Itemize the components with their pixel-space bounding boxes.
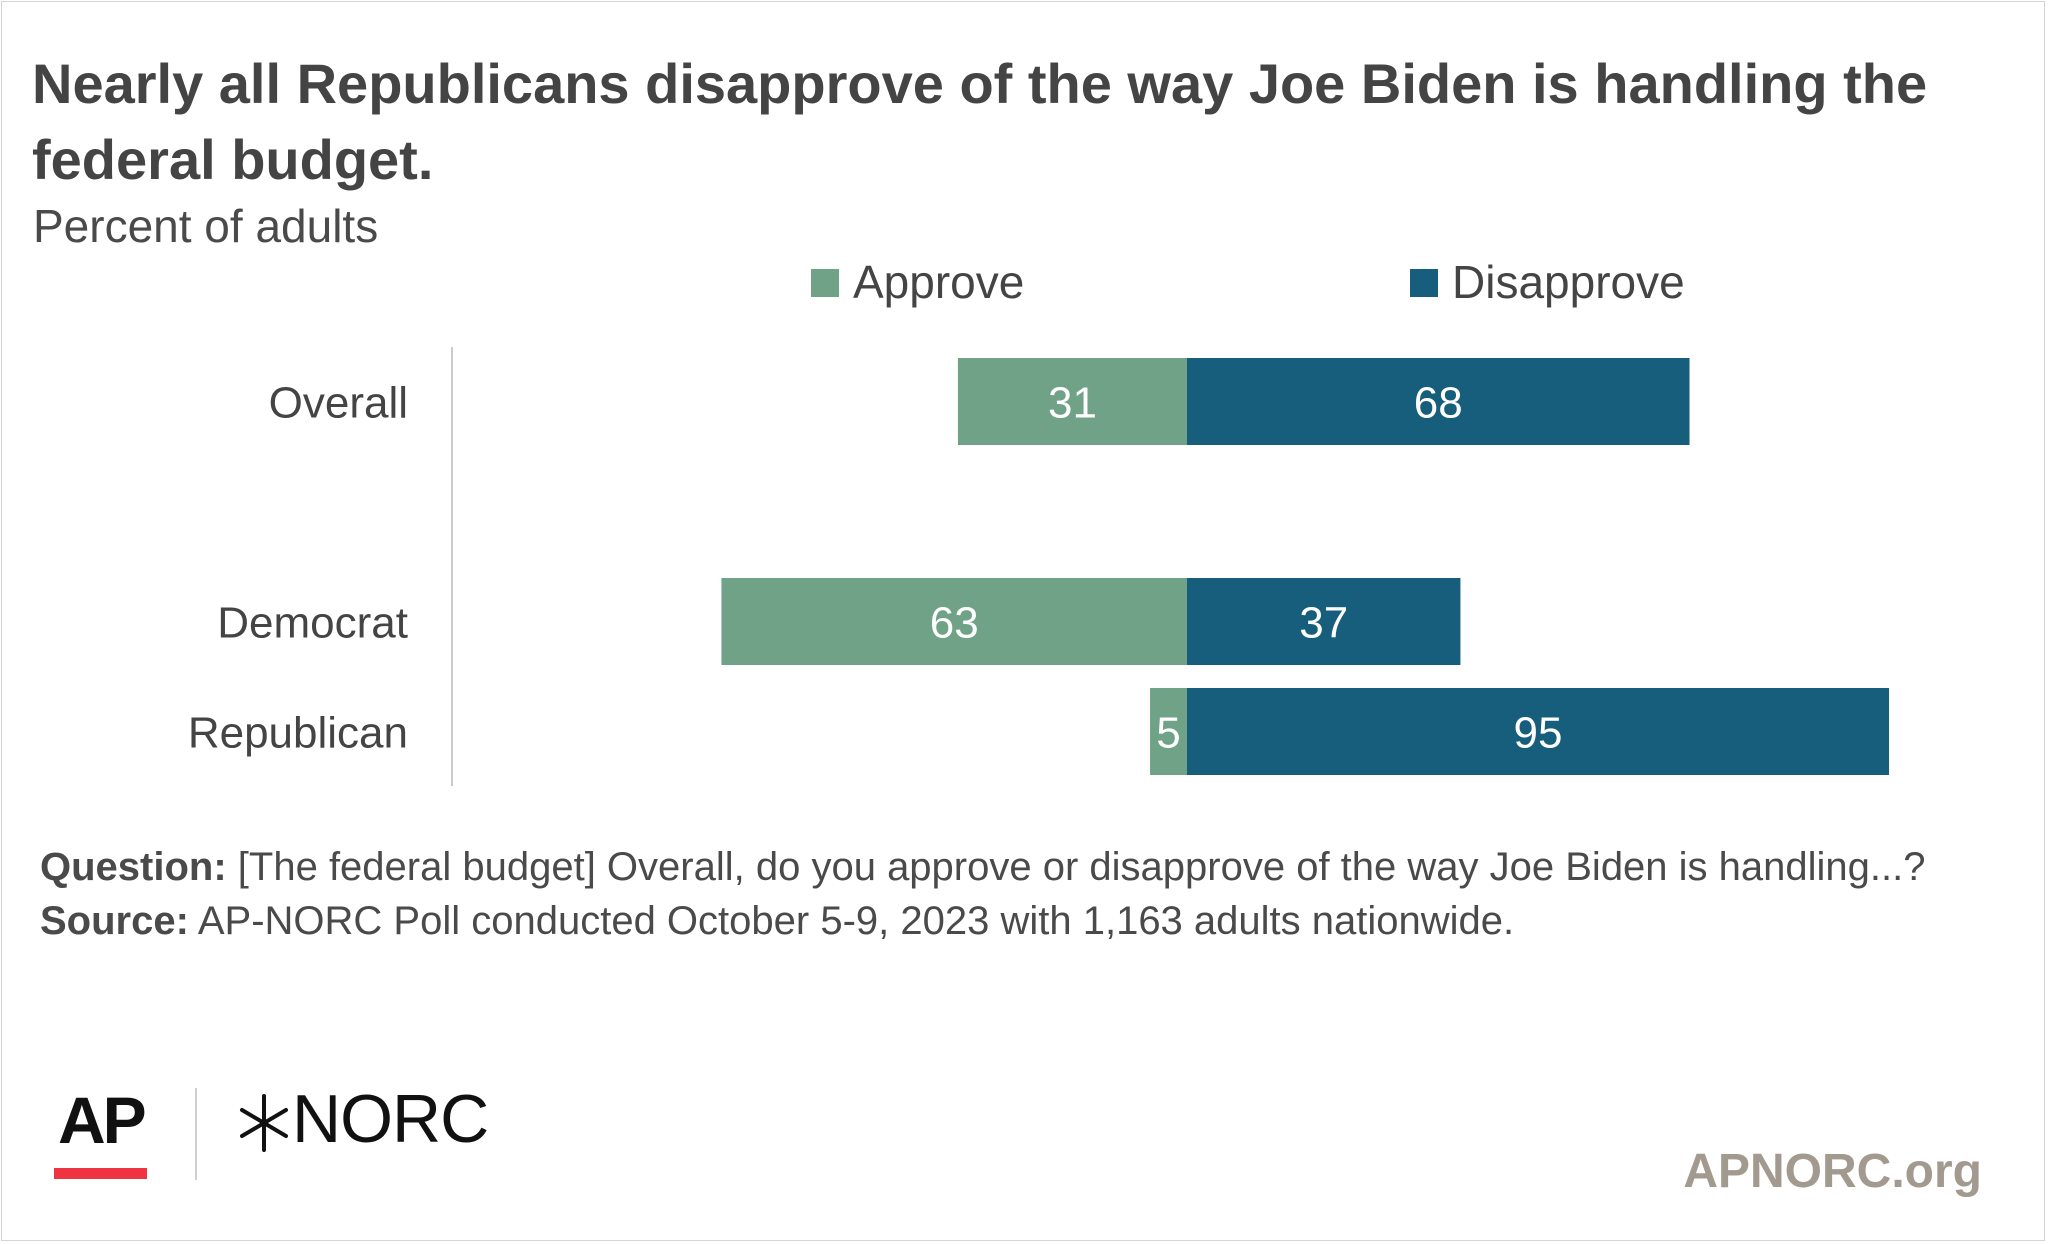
source-label: Source: [40, 899, 189, 943]
bar-overall-disapprove [1187, 358, 1690, 445]
bar-republican-disapprove [1187, 688, 1890, 775]
norc-logo: NORC [292, 1081, 489, 1157]
value-label-democrat-approve: 63 [930, 599, 979, 648]
bar-democrat-disapprove [1187, 578, 1461, 665]
category-label-overall: Overall [269, 379, 408, 428]
norc-star-icon [240, 1094, 288, 1152]
value-label-republican-approve: 5 [1156, 709, 1180, 758]
legend-swatch-approve [811, 269, 839, 297]
category-label-democrat: Democrat [217, 599, 408, 648]
value-label-overall-approve: 31 [1048, 379, 1097, 428]
legend-swatch-disapprove [1410, 269, 1438, 297]
question-text: [The federal budget] Overall, do you app… [226, 845, 1926, 889]
bar-overall-approve [957, 358, 1187, 445]
value-label-democrat-disapprove: 37 [1299, 599, 1348, 648]
bar-chart: Approve Disapprove Overall 31 68 Democrat 63 37… [188, 256, 1890, 786]
bar-democrat-approve [721, 578, 1187, 665]
logo-divider [195, 1088, 197, 1180]
chart-title: Nearly all Republicans disapprove of the… [32, 52, 1928, 191]
source-text: AP-NORC Poll conducted October 5-9, 2023… [188, 899, 1515, 943]
value-label-republican-disapprove: 95 [1514, 709, 1563, 758]
site-link[interactable]: APNORC.org [1683, 1145, 1982, 1198]
question-note: Question: [The federal budget] Overall, … [40, 840, 1980, 894]
value-label-overall-disapprove: 68 [1414, 379, 1463, 428]
chart-subtitle: Percent of adults [33, 200, 379, 252]
category-label-republican: Republican [188, 709, 408, 758]
question-label: Question: [40, 845, 227, 889]
source-note: Source: AP-NORC Poll conducted October 5… [40, 894, 1980, 948]
chart-notes: Question: [The federal budget] Overall, … [40, 840, 1980, 948]
legend-label-disapprove: Disapprove [1452, 256, 1685, 308]
ap-logo-bar [54, 1168, 147, 1179]
legend-label-approve: Approve [853, 256, 1024, 308]
bar-republican-approve [1150, 688, 1187, 775]
ap-logo: AP [58, 1083, 147, 1157]
